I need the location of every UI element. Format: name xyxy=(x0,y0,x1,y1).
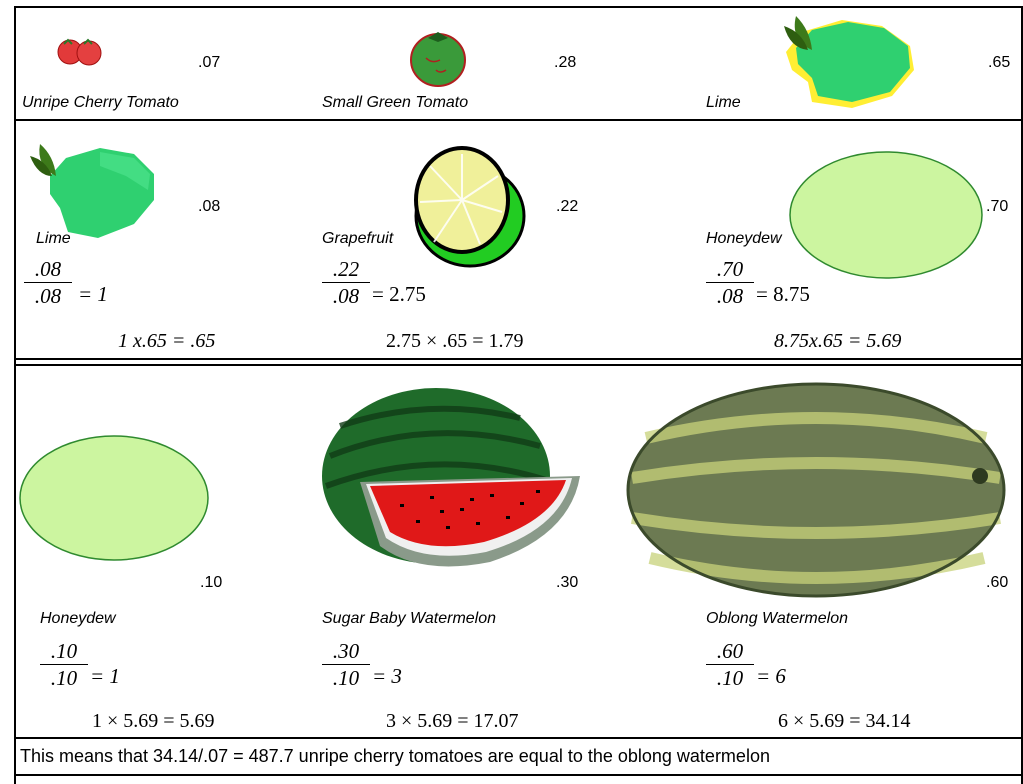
fraction-result-honeydew: = 8.75 xyxy=(756,282,810,306)
fraction-result-lime: = 1 xyxy=(78,282,108,306)
lime-icon xyxy=(30,144,154,238)
calc-lime: 1 x.65 = .65 xyxy=(118,330,216,352)
green-tomato-icon xyxy=(410,32,466,87)
label-green-tomato: Small Green Tomato xyxy=(322,94,469,111)
calc-sugar-baby: 3 × 5.69 = 17.07 xyxy=(386,710,519,732)
lime-icon xyxy=(784,16,914,108)
price-green-tomato: .28 xyxy=(554,54,577,71)
label-sugar-baby: Sugar Baby Watermelon xyxy=(322,610,497,627)
cherry-tomato-icon xyxy=(57,38,102,66)
fraction-oblong: .60.10 xyxy=(706,640,754,689)
grapefruit-icon xyxy=(414,146,526,268)
honeydew-icon xyxy=(789,151,983,279)
fraction-honeydew: .70.08 xyxy=(706,258,754,307)
calc-grapefruit: 2.75 × .65 = 1.79 xyxy=(386,330,524,352)
bottom-border xyxy=(14,774,1023,776)
calc-honeydew: 8.75x.65 = 5.69 xyxy=(774,330,902,352)
label-cherry-tomato: Unripe Cherry Tomato xyxy=(22,94,179,111)
price-oblong: .60 xyxy=(986,574,1009,591)
fraction-honeydew-2: .10.10 xyxy=(40,640,88,689)
row-divider-3 xyxy=(14,737,1023,739)
label-lime-2: Lime xyxy=(36,230,71,247)
conclusion-text: This means that 34.14/.07 = 487.7 unripe… xyxy=(20,746,770,766)
row-divider-2a xyxy=(14,358,1023,360)
calc-oblong: 6 × 5.69 = 34.14 xyxy=(778,710,911,732)
fraction-grapefruit: .22.08 xyxy=(322,258,370,307)
price-honeydew-2: .10 xyxy=(200,574,223,591)
price-honeydew: .70 xyxy=(986,198,1009,215)
oblong-watermelon-icon xyxy=(626,382,1006,598)
calc-honeydew-2: 1 × 5.69 = 5.69 xyxy=(92,710,215,732)
label-grapefruit: Grapefruit xyxy=(322,230,394,247)
price-lime-2: .08 xyxy=(198,198,221,215)
honeydew-icon xyxy=(19,435,209,561)
label-oblong: Oblong Watermelon xyxy=(706,610,848,627)
price-sugar-baby: .30 xyxy=(556,574,579,591)
label-honeydew: Honeydew xyxy=(706,230,782,247)
fraction-result-oblong: = 6 xyxy=(756,664,786,688)
right-border xyxy=(1021,6,1023,784)
fraction-lime: .08.08 xyxy=(24,258,72,307)
fraction-sugar-baby: .30.10 xyxy=(322,640,370,689)
watermelon-slice-icon xyxy=(322,388,580,567)
fraction-result-sugar-baby: = 3 xyxy=(372,664,402,688)
price-cherry-tomato: .07 xyxy=(198,54,221,71)
label-lime: Lime xyxy=(706,94,741,111)
price-lime: .65 xyxy=(988,54,1011,71)
label-honeydew-2: Honeydew xyxy=(40,610,116,627)
top-border xyxy=(14,6,1023,8)
row-divider-2b xyxy=(14,364,1023,366)
price-grapefruit: .22 xyxy=(556,198,579,215)
fraction-result-grapefruit: = 2.75 xyxy=(372,282,426,306)
row-divider-1 xyxy=(14,119,1023,121)
left-border xyxy=(14,6,16,784)
fraction-result-honeydew-2: = 1 xyxy=(90,664,120,688)
